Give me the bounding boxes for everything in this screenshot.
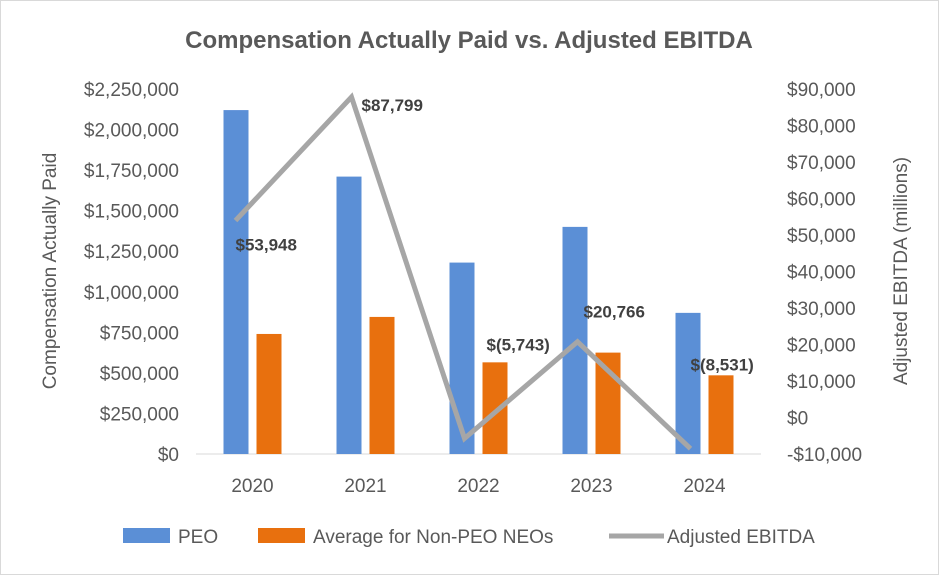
left-axis-tick-label: $1,750,000 <box>84 161 179 182</box>
legend-label: Adjusted EBITDA <box>667 527 815 548</box>
right-axis-tick-label: -$10,000 <box>787 445 862 466</box>
legend-item: Average for Non-PEO NEOs <box>258 527 553 548</box>
right-axis-tick-label: $70,000 <box>787 153 856 174</box>
category-label: 2020 <box>231 476 273 497</box>
peo-bar <box>336 176 362 454</box>
ebitda-data-label: $87,799 <box>362 96 423 115</box>
legend-item: PEO <box>123 527 218 548</box>
legend-item: Adjusted EBITDA <box>609 527 815 548</box>
chart-title: Compensation Actually Paid vs. Adjusted … <box>185 27 753 54</box>
category-label: 2024 <box>683 476 726 497</box>
peo-bar <box>562 226 588 454</box>
right-axis-tick-label: $50,000 <box>787 226 856 247</box>
category-label: 2022 <box>457 476 499 497</box>
right-axis-tick-label: $60,000 <box>787 190 856 211</box>
right-axis-tick-label: $80,000 <box>787 117 856 138</box>
adjusted-ebitda-line <box>233 92 693 451</box>
left-axis-tick-label: $250,000 <box>100 404 179 425</box>
legend-label: PEO <box>178 527 218 548</box>
non-peo-neo-bar <box>482 362 508 454</box>
left-axis-title: Compensation Actually Paid <box>40 153 61 390</box>
right-axis-tick-label: $0 <box>787 409 808 430</box>
peo-bar <box>223 110 249 454</box>
category-axis-labels: 2020 2021 2022 2023 2024 <box>231 476 726 497</box>
left-axis-tick-label: $1,500,000 <box>84 202 179 223</box>
left-axis-tick-label: $0 <box>158 445 179 466</box>
legend-swatch <box>123 528 170 543</box>
right-axis-ticks: -$10,000 $0 $10,000 $20,000 $30,000 $40,000 $5… <box>787 80 862 466</box>
left-axis-tick-label: $500,000 <box>100 364 179 385</box>
bar-series <box>223 110 734 454</box>
left-axis-tick-label: $750,000 <box>100 323 179 344</box>
category-label: 2023 <box>570 476 612 497</box>
non-peo-neo-bar <box>369 316 395 454</box>
ebitda-data-labels: $53,948 $87,799 $(5,743) $20,766 $(8,531) <box>236 96 754 375</box>
left-axis-tick-label: $2,000,000 <box>84 121 179 142</box>
left-axis-tick-label: $2,250,000 <box>84 80 179 101</box>
non-peo-neo-bar <box>256 333 282 454</box>
category-label: 2021 <box>344 476 386 497</box>
left-axis-ticks: $0 $250,000 $500,000 $750,000 $1,000,000 $1,2… <box>84 80 179 466</box>
left-axis-tick-label: $1,000,000 <box>84 283 179 304</box>
ebitda-data-label: $20,766 <box>584 303 645 322</box>
ebitda-data-label: $(8,531) <box>691 356 754 375</box>
legend-label: Average for Non-PEO NEOs <box>313 527 553 548</box>
right-axis-tick-label: $10,000 <box>787 372 856 393</box>
peo-bar <box>675 312 701 454</box>
right-axis-title: Adjusted EBITDA (millions) <box>891 157 912 385</box>
right-axis-tick-label: $30,000 <box>787 299 856 320</box>
line-series <box>233 92 693 451</box>
ebitda-data-label: $53,948 <box>236 236 297 255</box>
legend-swatch <box>258 528 305 543</box>
ebitda-data-label: $(5,743) <box>487 335 550 354</box>
non-peo-neo-bar <box>708 375 734 454</box>
peo-bar <box>449 262 475 454</box>
right-axis-tick-label: $90,000 <box>787 80 856 101</box>
right-axis-tick-label: $20,000 <box>787 336 856 357</box>
legend: PEO Average for Non-PEO NEOs Adjusted EBIT… <box>123 527 815 548</box>
left-axis-tick-label: $1,250,000 <box>84 242 179 263</box>
right-axis-tick-label: $40,000 <box>787 263 856 284</box>
